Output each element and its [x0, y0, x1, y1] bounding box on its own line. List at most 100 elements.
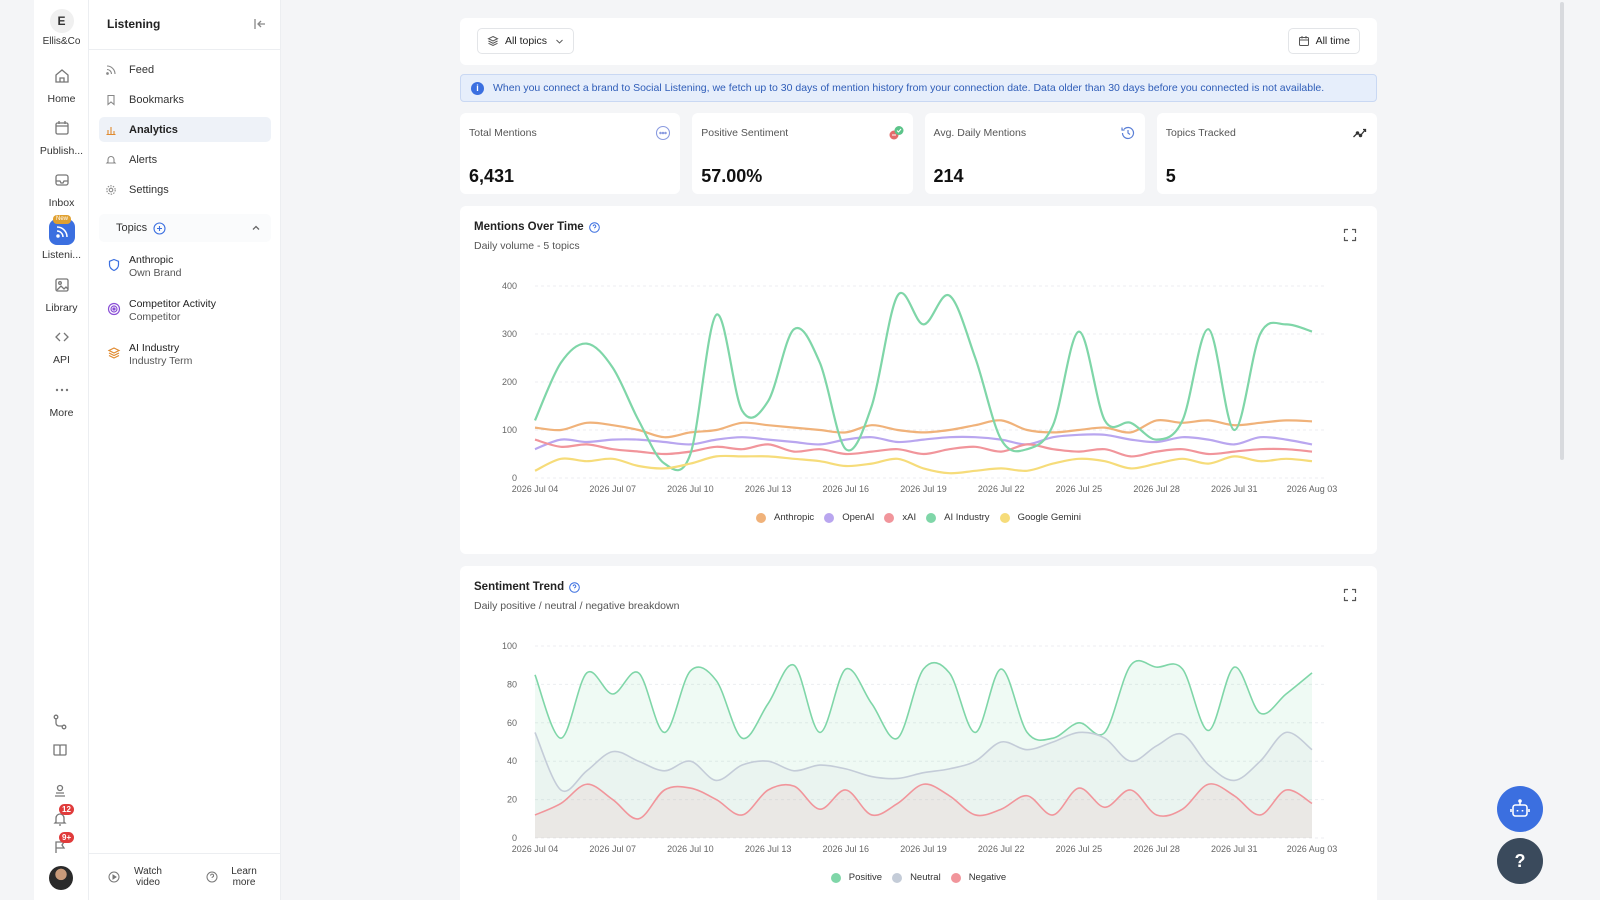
more-icon — [52, 380, 72, 400]
sentiment-area-chart: 0 20 40 60 80 100 2026 Jul 04 2026 Jul 07 2026 J… — [502, 641, 1338, 854]
sentiment-chart-subtitle: Daily positive / neutral / negative brea… — [474, 600, 680, 612]
y-tick-label: 40 — [507, 756, 517, 766]
metric-card-total-mentions: Total Mentions 6,431 — [460, 113, 681, 194]
add-topic-icon[interactable] — [153, 221, 166, 235]
legend-swatch — [926, 512, 937, 523]
metric-label: Topics Tracked — [1165, 127, 1236, 139]
flag-icon[interactable] — [51, 838, 71, 858]
legend-item[interactable]: Negative — [950, 872, 1006, 883]
metric-cards: Total Mentions 6,431 Positive Sentiment … — [460, 113, 1377, 194]
collapse-sidebar-icon[interactable] — [252, 16, 268, 32]
rail-item-api[interactable]: API — [34, 327, 89, 366]
time-range-button[interactable]: All time — [1287, 28, 1360, 54]
legend-item[interactable]: OpenAI — [824, 512, 874, 523]
legend-item[interactable]: Google Gemini — [999, 512, 1081, 523]
legend-item[interactable]: xAI — [884, 512, 916, 523]
series-area — [535, 732, 1312, 838]
expand-icon[interactable] — [1343, 588, 1357, 602]
y-tick-label: 20 — [507, 795, 517, 805]
x-tick-label: 2026 Jul 10 — [667, 844, 714, 854]
robot-icon — [1510, 799, 1530, 817]
topic-item-competitor-activity[interactable]: Competitor Activity Competitor — [107, 298, 277, 324]
series-line — [534, 438, 1313, 458]
rail-label: Library — [45, 302, 78, 314]
learn-more-button[interactable]: Learn more — [185, 854, 281, 900]
legend-swatch — [950, 872, 961, 883]
sidebar-item-bookmarks[interactable]: Bookmarks — [99, 87, 271, 112]
code-icon — [52, 327, 72, 347]
chevron-up-icon[interactable] — [251, 223, 261, 233]
series-line — [534, 783, 1313, 820]
mentions-chart-title: Mentions Over Time — [474, 221, 584, 233]
sidebar-title: Listening — [107, 17, 161, 31]
book-icon[interactable] — [51, 741, 71, 761]
rail-item-more[interactable]: More — [34, 380, 89, 419]
help-icon[interactable] — [588, 221, 600, 233]
watch-video-button[interactable]: Watch video — [89, 854, 185, 900]
x-tick-label: 2026 Jul 07 — [589, 484, 636, 494]
user-stack-icon[interactable] — [51, 782, 71, 802]
topic-type: Own Brand — [129, 267, 182, 279]
sidebar-item-alerts[interactable]: Alerts — [99, 147, 271, 172]
topic-item-ai-industry[interactable]: AI Industry Industry Term — [107, 342, 277, 368]
rail-label: API — [53, 354, 70, 366]
mentions-over-time-panel: Mentions Over Time Daily volume - 5 topi… — [460, 206, 1377, 554]
question-mark-icon: ? — [1514, 850, 1526, 871]
sidebar-item-label: Settings — [129, 183, 169, 196]
topics-filter-dropdown[interactable]: All topics — [477, 28, 575, 54]
x-tick-label: 2026 Jul 22 — [978, 844, 1025, 854]
x-tick-label: 2026 Jul 16 — [823, 484, 870, 494]
y-tick-label: 400 — [502, 281, 517, 291]
rail-item-home[interactable]: Home — [34, 66, 89, 105]
topics-section-header[interactable]: Topics — [99, 214, 271, 242]
new-badge: New — [53, 215, 72, 224]
gear-icon — [105, 183, 119, 197]
legend-item[interactable]: Anthropic — [756, 512, 814, 523]
info-icon: i — [471, 81, 484, 95]
x-tick-label: 2026 Jul 25 — [1056, 484, 1103, 494]
legend-label: Positive — [848, 872, 883, 883]
legend-item[interactable]: AI Industry — [926, 512, 990, 523]
sentiment-trend-panel: Sentiment Trend Daily positive / neutral… — [460, 566, 1377, 900]
x-tick-label: 2026 Aug 03 — [1287, 844, 1338, 854]
play-icon — [108, 871, 120, 883]
help-button[interactable]: ? — [1497, 838, 1543, 884]
chevron-down-icon — [556, 39, 563, 44]
metric-label: Avg. Daily Mentions — [933, 127, 1027, 139]
page-scrollbar[interactable] — [1560, 2, 1564, 460]
info-banner-text: When you connect a brand to Social Liste… — [493, 82, 1325, 94]
legend-swatch — [999, 512, 1010, 523]
y-tick-label: 100 — [502, 425, 517, 435]
y-tick-label: 300 — [502, 329, 517, 339]
divider — [89, 49, 281, 50]
rail-item-listening[interactable]: New Listeni... — [34, 215, 89, 261]
workflow-icon[interactable] — [51, 713, 71, 733]
sidebar-item-feed[interactable]: Feed — [99, 57, 271, 82]
brand[interactable]: E Ellis&Co — [34, 9, 89, 47]
topic-name: Competitor Activity — [129, 298, 216, 310]
rail-item-inbox[interactable]: Inbox — [34, 170, 89, 209]
expand-icon[interactable] — [1343, 228, 1357, 242]
series-line — [534, 454, 1313, 475]
rail-item-publish[interactable]: Publish... — [34, 118, 89, 157]
x-tick-label: 2026 Jul 28 — [1133, 484, 1180, 494]
x-tick-label: 2026 Jul 16 — [823, 844, 870, 854]
help-icon[interactable] — [569, 581, 580, 593]
sidebar-item-settings[interactable]: Settings — [99, 177, 271, 202]
legend-item[interactable]: Positive — [830, 872, 883, 883]
legend-swatch — [824, 512, 835, 523]
trend-icon — [1352, 125, 1368, 141]
rail-item-library[interactable]: Library — [34, 275, 89, 314]
series-area — [535, 660, 1312, 838]
filter-bar: All topics All time — [460, 18, 1377, 65]
sidebar-item-analytics[interactable]: Analytics — [99, 117, 271, 142]
legend-label: Google Gemini — [1017, 512, 1081, 523]
legend-label: Neutral — [910, 872, 941, 883]
topic-type: Industry Term — [129, 355, 193, 367]
topic-item-anthropic[interactable]: Anthropic Own Brand — [107, 254, 277, 280]
topics-filter-label: All topics — [505, 35, 548, 47]
assistant-bot-button[interactable] — [1497, 786, 1543, 832]
x-tick-label: 2026 Jul 25 — [1056, 844, 1103, 854]
avatar[interactable] — [49, 866, 73, 890]
legend-item[interactable]: Neutral — [892, 872, 941, 883]
